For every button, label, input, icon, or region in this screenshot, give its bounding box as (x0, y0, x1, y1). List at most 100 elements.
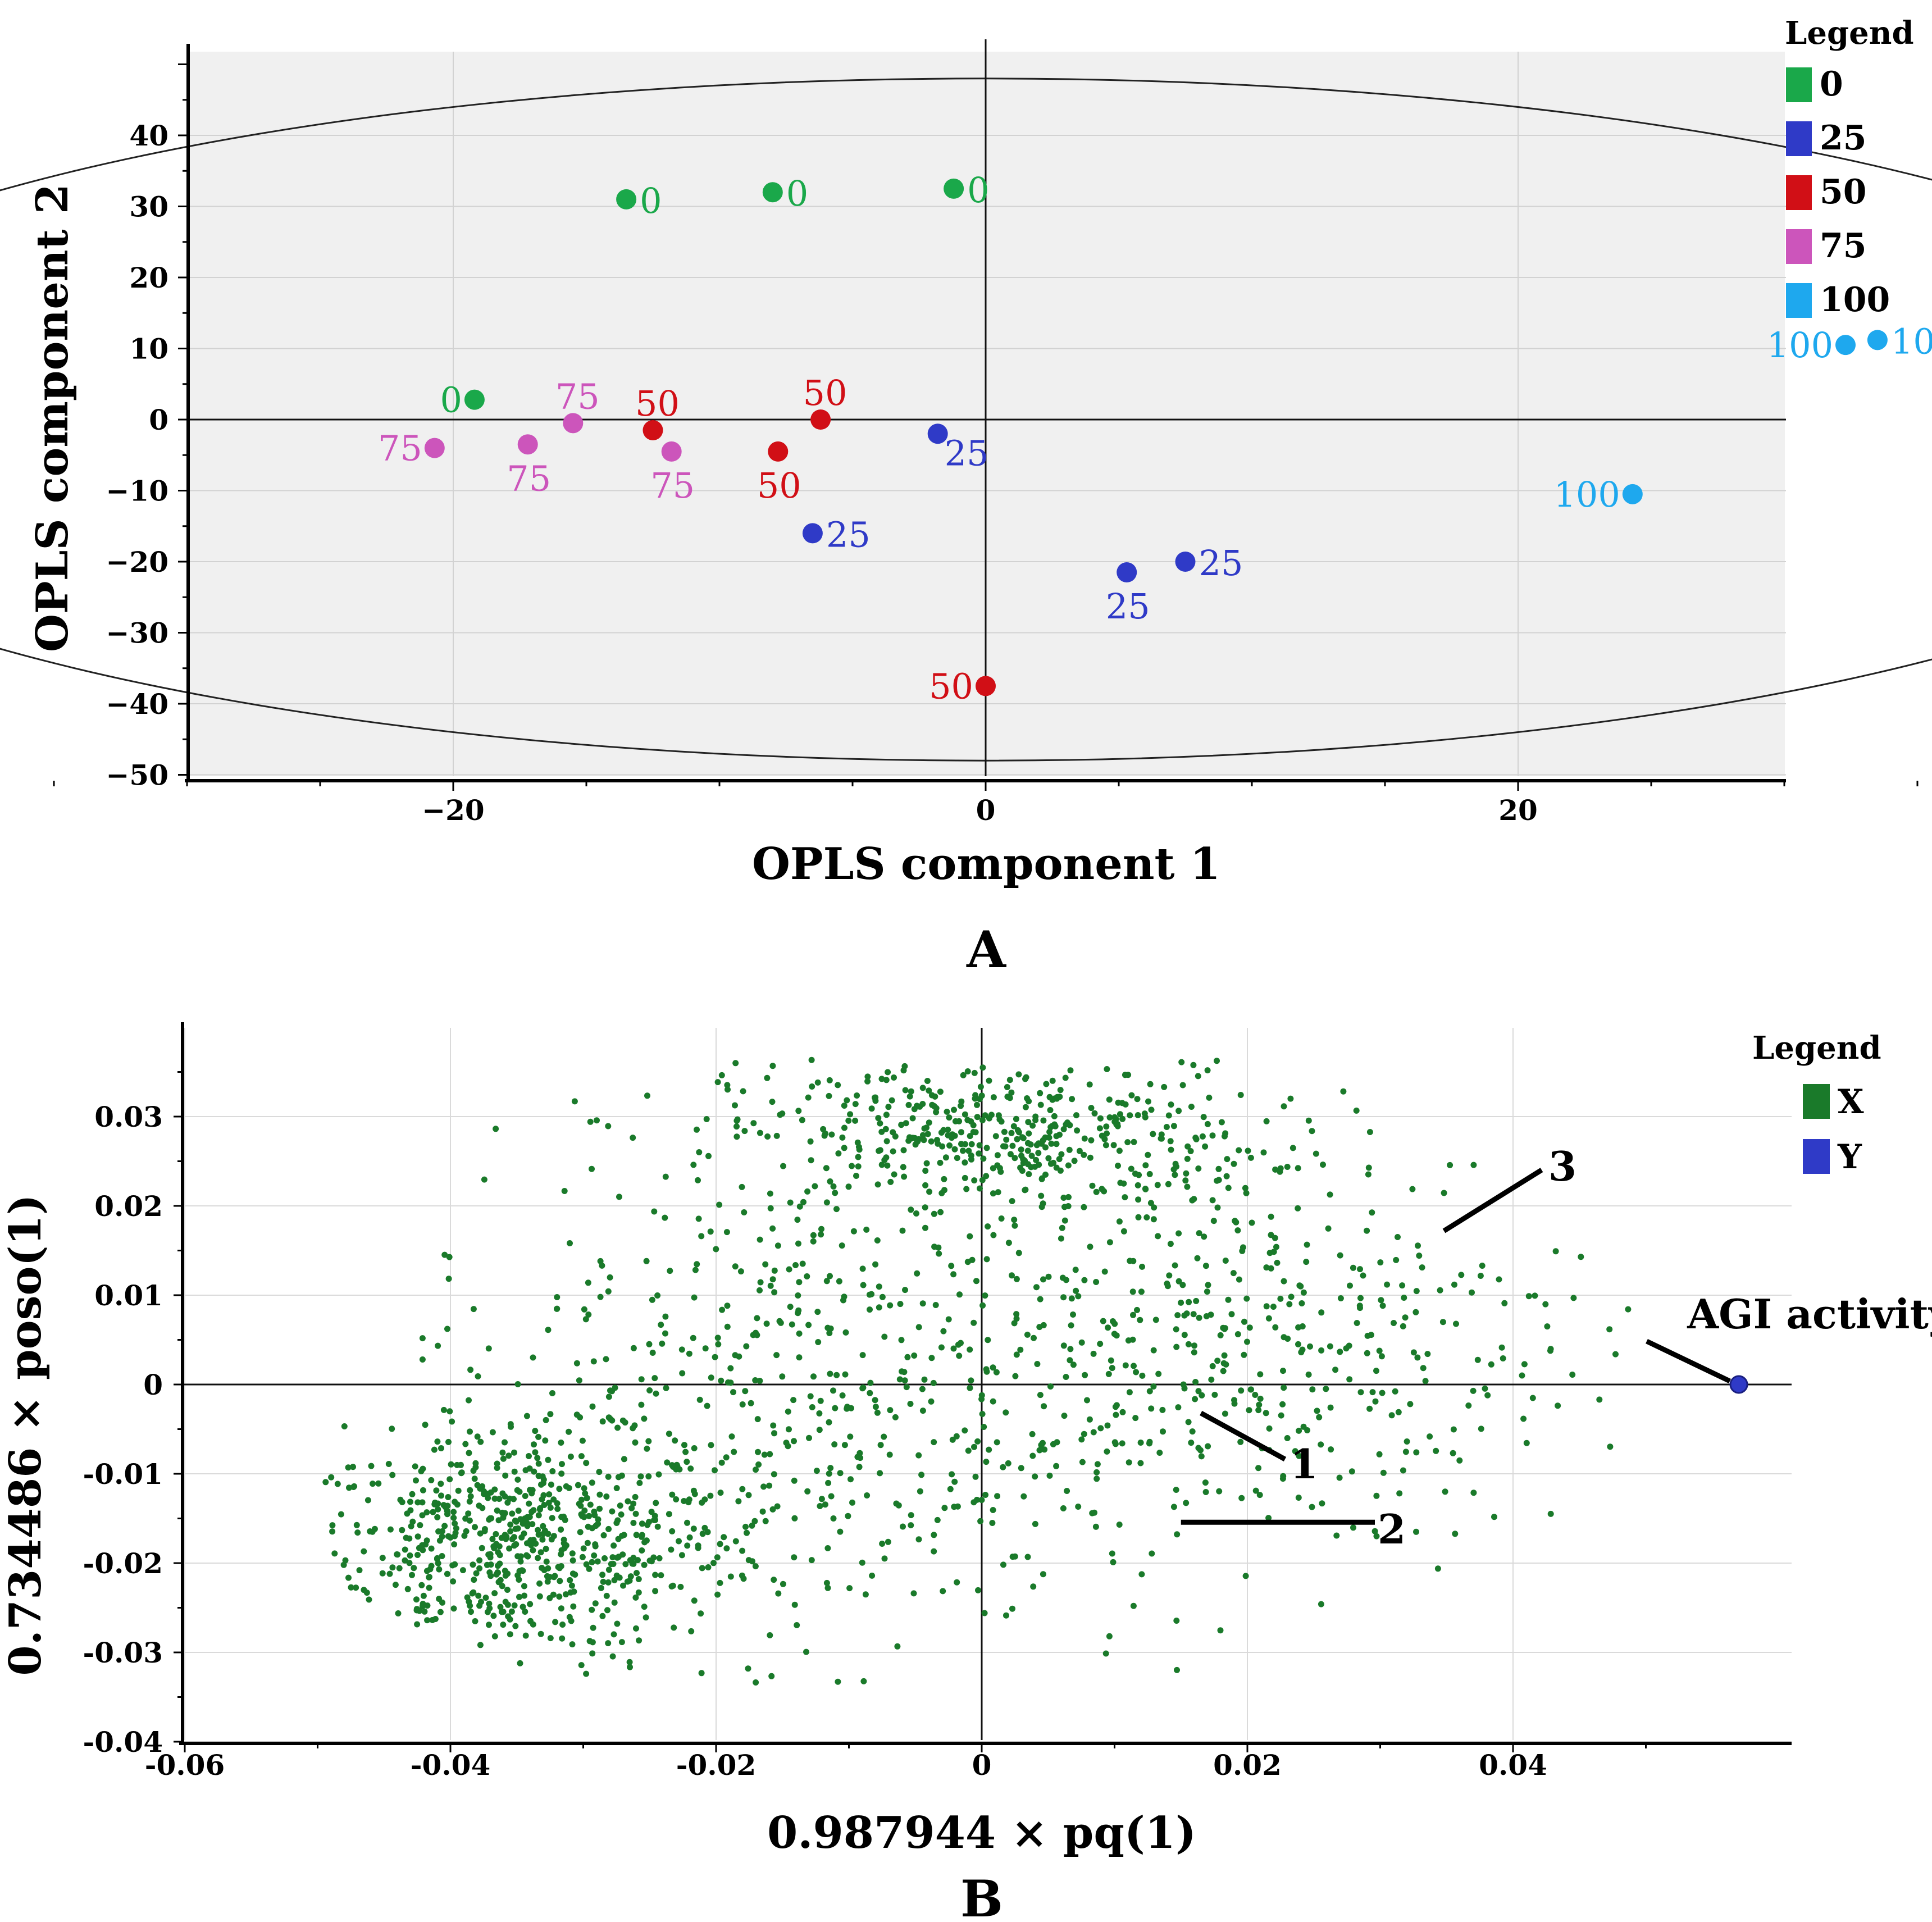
data-point-X (743, 1343, 750, 1350)
data-point-X (605, 1473, 612, 1480)
data-point-X (1453, 1320, 1459, 1327)
data-point-X (475, 1592, 482, 1599)
data-point-X (477, 1438, 484, 1445)
x-tick-label: 0 (972, 1748, 992, 1782)
data-point-X (669, 1582, 676, 1589)
data-point-X (532, 1428, 539, 1434)
data-point-X (1122, 1101, 1129, 1108)
data-point-X (448, 1461, 454, 1468)
data-point-X (906, 1093, 913, 1100)
data-point-X (1364, 1350, 1370, 1356)
data-point-X (867, 1306, 873, 1313)
data-point-X (589, 1479, 595, 1486)
data-point-X (732, 1102, 738, 1109)
data-point-X (881, 1433, 887, 1440)
data-point-X (1365, 1164, 1372, 1171)
data-point-X (1151, 1204, 1158, 1211)
data-point-X (504, 1499, 511, 1506)
data-point-X (504, 1587, 511, 1593)
data-point-X (767, 1451, 773, 1458)
data-point-X (1097, 1341, 1104, 1347)
data-point-X (717, 1541, 723, 1547)
data-point-X (702, 1345, 709, 1352)
data-point-X (1284, 1164, 1291, 1170)
data-point-X (979, 1302, 986, 1309)
data-point-X (718, 1459, 725, 1466)
data-point-X (932, 1302, 939, 1308)
data-point-X (507, 1528, 514, 1534)
data-point-X (976, 1150, 982, 1157)
y-tick-label: -0.04 (83, 1725, 163, 1759)
data-point-X (1211, 1391, 1218, 1398)
data-point-X (915, 1536, 922, 1543)
data-point-X (1191, 1349, 1197, 1356)
data-point-X (1199, 1392, 1205, 1399)
data-point-X (1134, 1112, 1141, 1118)
data-point-25 (1175, 552, 1196, 572)
data-point-X (445, 1494, 452, 1500)
data-point-X (526, 1465, 533, 1472)
data-point-X (1525, 1293, 1532, 1300)
data-point-X (804, 1488, 811, 1495)
data-point-X (1011, 1217, 1018, 1223)
data-point-X (458, 1470, 464, 1477)
data-point-X (554, 1305, 561, 1312)
data-point-X (826, 1077, 833, 1083)
data-point-X (1112, 1441, 1119, 1447)
data-point-X (583, 1561, 590, 1568)
data-point-X (511, 1468, 518, 1475)
data-point-X (1243, 1295, 1250, 1302)
data-point-X (1272, 1235, 1278, 1241)
data-point-X (611, 1599, 618, 1606)
data-point-X (441, 1523, 448, 1529)
data-point-X (994, 1439, 1000, 1446)
data-point-X (651, 1516, 658, 1523)
data-point-X (983, 1256, 990, 1263)
data-point-X (833, 1206, 840, 1213)
data-point-X (915, 1324, 922, 1331)
data-point-X (990, 1232, 997, 1238)
data-point-X (1402, 1449, 1409, 1455)
data-point-50 (810, 409, 831, 430)
data-point-X (872, 1397, 878, 1404)
data-point-X (539, 1496, 545, 1502)
data-point-X (594, 1117, 600, 1124)
data-point-X (414, 1499, 421, 1506)
data-point-X (1410, 1349, 1417, 1356)
data-point-X (578, 1453, 585, 1460)
data-point-X (954, 1155, 960, 1162)
data-point-X (1184, 1143, 1191, 1150)
data-point-X (1544, 1323, 1551, 1330)
data-point-X (414, 1533, 421, 1540)
data-point-X (1450, 1450, 1456, 1456)
data-point-X (517, 1553, 524, 1560)
data-point-label-25: 25 (1199, 543, 1243, 584)
data-point-X (1062, 1074, 1069, 1081)
data-point-X (1032, 1473, 1038, 1480)
data-point-X (1197, 1447, 1204, 1454)
data-point-X (1234, 1227, 1241, 1234)
data-point-X (791, 1554, 798, 1561)
data-point-X (413, 1596, 420, 1603)
data-point-X (1478, 1425, 1484, 1432)
data-point-X (1091, 1110, 1098, 1117)
data-point-X (1035, 1140, 1042, 1147)
data-point-X (440, 1406, 447, 1413)
data-point-X (923, 1160, 930, 1167)
data-point-X (928, 1398, 935, 1405)
data-point-X (1040, 1137, 1046, 1144)
data-point-X (1159, 1406, 1166, 1413)
data-point-X (515, 1507, 522, 1514)
data-point-X (1166, 1272, 1173, 1279)
data-point-X (1101, 1188, 1108, 1195)
data-point-X (816, 1427, 823, 1433)
data-point-X (451, 1541, 458, 1548)
data-point-X (975, 1587, 981, 1593)
data-point-X (1061, 1413, 1068, 1419)
data-point-X (769, 1506, 776, 1513)
data-point-X (1350, 1524, 1356, 1531)
data-point-X (1366, 1405, 1373, 1412)
data-point-X (828, 1131, 835, 1138)
data-point-X (1284, 1336, 1291, 1342)
